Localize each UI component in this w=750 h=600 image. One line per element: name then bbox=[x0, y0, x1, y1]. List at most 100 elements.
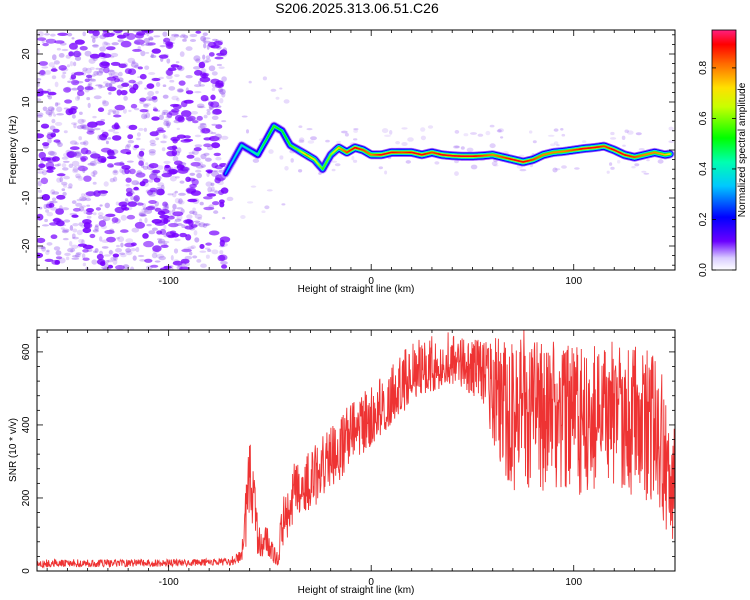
spectral-scatter-blob bbox=[344, 132, 349, 137]
snr-x-tick-label: 100 bbox=[565, 577, 582, 588]
spectral-noise-blob bbox=[82, 262, 87, 267]
spectral-noise-blob bbox=[86, 74, 93, 79]
spectral-noise-blob bbox=[41, 169, 48, 176]
spectral-noise-blob bbox=[113, 30, 123, 34]
spectral-noise-blob bbox=[142, 165, 149, 170]
spectral-scatter-blob bbox=[405, 160, 411, 164]
spectral-noise-blob bbox=[199, 123, 207, 129]
spectral-noise-blob bbox=[92, 37, 96, 43]
spectral-noise-blob bbox=[78, 238, 84, 244]
spectral-noise-blob bbox=[121, 82, 130, 87]
spectral-noise-blob bbox=[120, 242, 124, 248]
spectral-noise-blob bbox=[77, 90, 85, 97]
spectral-noise-blob bbox=[138, 212, 147, 218]
spectral-noise-blob bbox=[94, 248, 99, 253]
spectral-noise-blob bbox=[71, 200, 77, 205]
spectral-noise-blob bbox=[74, 39, 85, 45]
spectral-noise-blob bbox=[124, 34, 130, 38]
spectral-noise-blob bbox=[80, 126, 87, 129]
spectral-noise-blob bbox=[102, 267, 111, 270]
spectral-noise-blob bbox=[112, 259, 118, 265]
spectral-noise-blob bbox=[157, 182, 165, 187]
spectral-noise-blob bbox=[188, 151, 195, 155]
spectral-scatter-blob bbox=[298, 169, 303, 173]
spectral-noise-blob bbox=[50, 189, 56, 195]
spectral-noise-blob bbox=[130, 195, 135, 201]
spectral-noise-blob bbox=[162, 94, 169, 99]
spectral-noise-blob bbox=[160, 140, 167, 144]
spectral-noise-blob bbox=[90, 171, 96, 177]
spectral-noise-blob bbox=[174, 238, 181, 242]
spectral-noise-blob bbox=[62, 167, 69, 171]
spectral-noise-blob bbox=[99, 46, 107, 52]
spectral-noise-blob bbox=[194, 157, 201, 162]
spectral-noise-blob bbox=[95, 84, 103, 87]
spectral-noise-blob bbox=[89, 66, 95, 71]
spectral-noise-blob bbox=[50, 206, 58, 211]
spectral-noise-blob bbox=[37, 37, 47, 41]
spectral-noise-blob bbox=[168, 86, 176, 91]
spectral-noise-blob bbox=[111, 42, 119, 46]
spectral-noise-blob bbox=[200, 164, 206, 168]
spectral-scatter-blob bbox=[621, 135, 626, 140]
spectral-noise-blob bbox=[164, 202, 169, 206]
spectral-noise-blob bbox=[138, 213, 146, 216]
spectral-noise-blob bbox=[214, 82, 224, 89]
spectral-noise-blob bbox=[52, 54, 57, 61]
spectral-noise-blob bbox=[40, 159, 44, 165]
spectral-noise-blob bbox=[189, 33, 198, 38]
spectral-noise-blob bbox=[203, 143, 212, 148]
spectral-scatter-blob bbox=[401, 127, 408, 130]
spectral-scatter-blob bbox=[298, 125, 303, 128]
spectral-noise-blob bbox=[144, 30, 154, 34]
spectral-noise-blob bbox=[127, 140, 135, 144]
spectral-noise-blob bbox=[193, 147, 202, 152]
spectral-scatter-blob bbox=[554, 168, 561, 171]
snr-background bbox=[37, 330, 675, 571]
spectral-noise-blob bbox=[139, 73, 147, 80]
snr-y-tick-label: 200 bbox=[21, 489, 32, 506]
spectral-noise-blob bbox=[130, 242, 137, 247]
spectral-noise-blob bbox=[81, 197, 87, 201]
spectral-noise-blob bbox=[137, 254, 145, 258]
spectral-noise-blob bbox=[136, 132, 141, 137]
spectral-noise-blob bbox=[220, 51, 228, 57]
spectral-noise-blob bbox=[183, 35, 189, 39]
spectral-scatter-blob bbox=[627, 130, 634, 135]
spectral-noise-blob bbox=[130, 62, 139, 68]
spectral-scatter-blob bbox=[532, 140, 537, 144]
spectral-noise-blob bbox=[199, 201, 204, 206]
spectral-noise-blob bbox=[186, 154, 195, 159]
spectral-noise-blob bbox=[79, 196, 87, 202]
spectral-noise-blob bbox=[167, 146, 178, 151]
spectral-noise-blob bbox=[143, 127, 147, 132]
spectral-scatter-blob bbox=[489, 143, 496, 149]
spectral-noise-blob bbox=[89, 233, 96, 239]
spectral-scatter-blob bbox=[574, 167, 580, 170]
spectral-noise-blob bbox=[220, 135, 229, 140]
spectral-noise-blob bbox=[192, 207, 196, 212]
spectral-noise-blob bbox=[62, 191, 67, 196]
spectral-noise-blob bbox=[45, 38, 57, 44]
spectral-noise-blob bbox=[206, 44, 210, 50]
spectral-noise-blob bbox=[73, 61, 77, 67]
spectral-noise-blob bbox=[134, 39, 145, 45]
spectral-noise-blob bbox=[176, 164, 185, 171]
spectral-noise-blob bbox=[67, 151, 75, 159]
spectral-noise-blob bbox=[90, 153, 101, 159]
spectral-noise-blob bbox=[109, 32, 116, 36]
spectral-noise-blob bbox=[151, 227, 158, 231]
spectral-noise-blob bbox=[46, 133, 54, 140]
spectral-noise-blob bbox=[79, 141, 87, 145]
spectral-noise-blob bbox=[143, 37, 150, 44]
spectrogram-x-tick-label: -100 bbox=[159, 276, 179, 287]
spectral-noise-blob bbox=[208, 65, 216, 72]
spectral-noise-blob bbox=[118, 63, 127, 69]
spectral-noise-blob bbox=[71, 257, 80, 260]
spectral-noise-blob bbox=[136, 137, 141, 141]
spectral-noise-blob bbox=[92, 43, 99, 48]
spectral-noise-blob bbox=[64, 252, 71, 256]
spectral-noise-blob bbox=[166, 122, 170, 128]
spectral-noise-blob bbox=[217, 254, 226, 262]
spectral-noise-blob bbox=[206, 111, 211, 116]
